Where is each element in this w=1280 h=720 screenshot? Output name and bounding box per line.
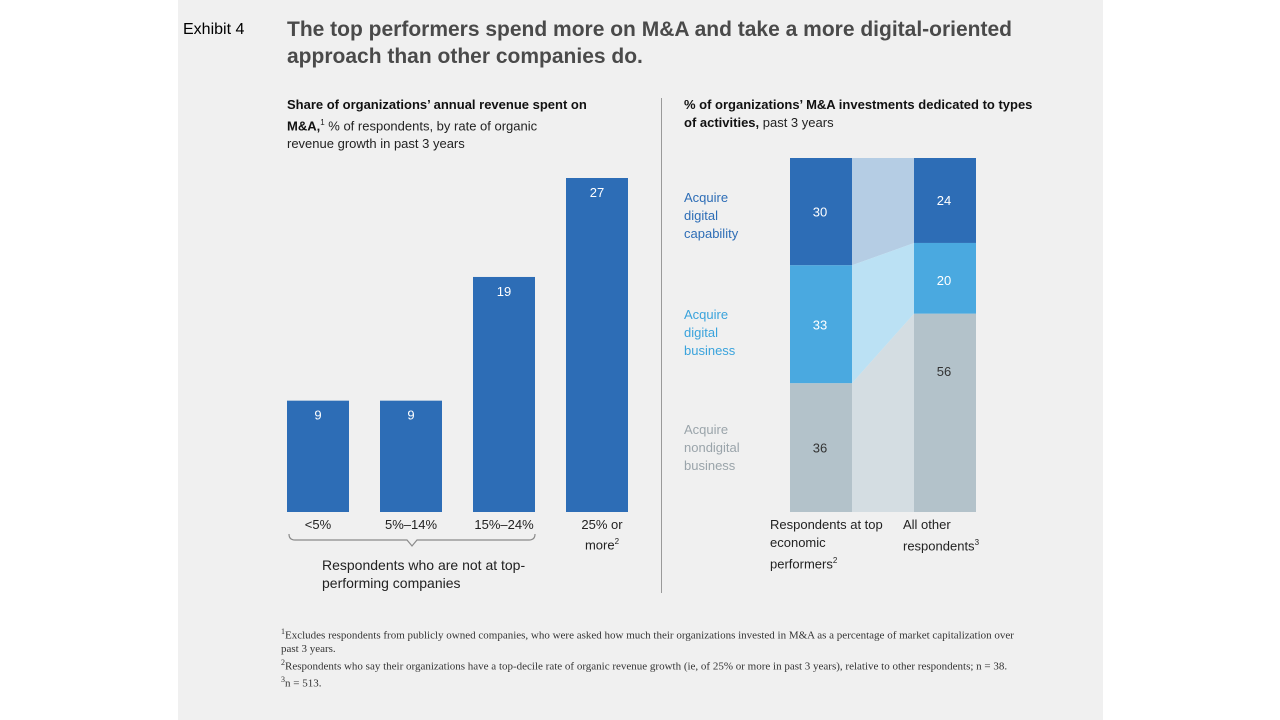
category-label-text-0: <5% [304,517,332,532]
right-chart-subtitle: % of organizations’ M&A investments dedi… [684,96,1044,132]
category-label-0: <5% [268,516,368,533]
category-label-text-2: 15%–24% [474,517,534,532]
col1-label-sup: 2 [832,556,838,565]
right-subtitle-bold: % of organizations’ M&A investments dedi… [684,97,1033,130]
footnotes: 1Excludes respondents from publicly owne… [281,625,1021,691]
footnote-2-text: Respondents who say their organizations … [285,660,1008,673]
col1-label-text: Respondents at top economic performers [770,517,883,572]
series-label-2: Acquire nondigital business [684,421,740,473]
segment-1-1 [914,242,976,314]
segment-0-1 [790,265,852,384]
col2-label-text: All other respondents [903,517,975,554]
exhibit-label: Exhibit 4 [183,21,245,38]
col2-label: All other respondents3 [903,516,993,555]
left-subtitle-bold: Share of organizations’ annual revenue s… [287,97,587,134]
exhibit-title: The top performers spend more on M&A and… [287,18,1012,68]
bar-2 [473,276,535,512]
category-label-1: 5%–14% [361,516,461,533]
segment-value-label-1-0: 24 [937,193,951,208]
segment-value-label-1-1: 20 [937,273,951,288]
series-label-1: Acquire digital business [684,307,736,359]
bar-value-label-1: 9 [407,408,414,423]
bar-value-label-2: 19 [497,284,511,299]
right-subtitle-rest: past 3 years [759,115,834,130]
flow-0 [852,158,914,266]
left-chart-subtitle: Share of organizations’ annual revenue s… [287,96,587,153]
segment-1-0 [914,158,976,243]
segment-1-2 [914,313,976,512]
footnote-2: 2Respondents who say their organizations… [281,656,1021,674]
bar-value-label-3: 27 [590,185,604,200]
segment-value-label-0-0: 30 [813,205,827,220]
segment-value-label-0-1: 33 [813,317,827,332]
footnote-1: 1Excludes respondents from publicly owne… [281,625,1021,656]
footnote-3: 3n = 513. [281,673,1021,691]
col2-label-sup: 3 [974,538,980,547]
chart-divider [661,98,662,593]
footnote-3-text: n = 513. [285,677,322,690]
brace-label: Respondents who are not at top-performin… [322,557,526,591]
segment-value-label-0-2: 36 [813,441,827,456]
footnote-1-sup: 1 [281,627,285,636]
segment-value-label-1-2: 56 [937,364,951,379]
category-label-2: 15%–24% [454,516,554,533]
segment-0-2 [790,383,852,512]
left-subtitle-rest: % of respondents, by rate of organic rev… [287,118,538,152]
bar-3 [566,178,628,512]
bar-1 [380,400,442,512]
flow-1 [852,242,914,384]
category-label-text-3: 25% or more [581,517,623,553]
category-brace [288,533,536,547]
flow-2 [852,313,914,512]
left-subtitle-sup: 1 [320,118,325,127]
category-label-3: 25% or more2 [568,516,636,553]
col1-label: Respondents at top economic performers2 [770,516,890,573]
footnote-2-sup: 2 [281,657,285,667]
bar-0 [287,400,349,512]
category-label-text-1: 5%–14% [384,517,438,532]
footnote-1-text: Excludes respondents from publicly owned… [281,629,1014,655]
segment-0-0 [790,158,852,266]
category-label-sup-3: 2 [614,537,620,546]
footnote-3-sup: 3 [281,675,285,685]
bar-value-label-0: 9 [314,408,321,423]
series-label-0: Acquire digital capability [684,189,739,241]
